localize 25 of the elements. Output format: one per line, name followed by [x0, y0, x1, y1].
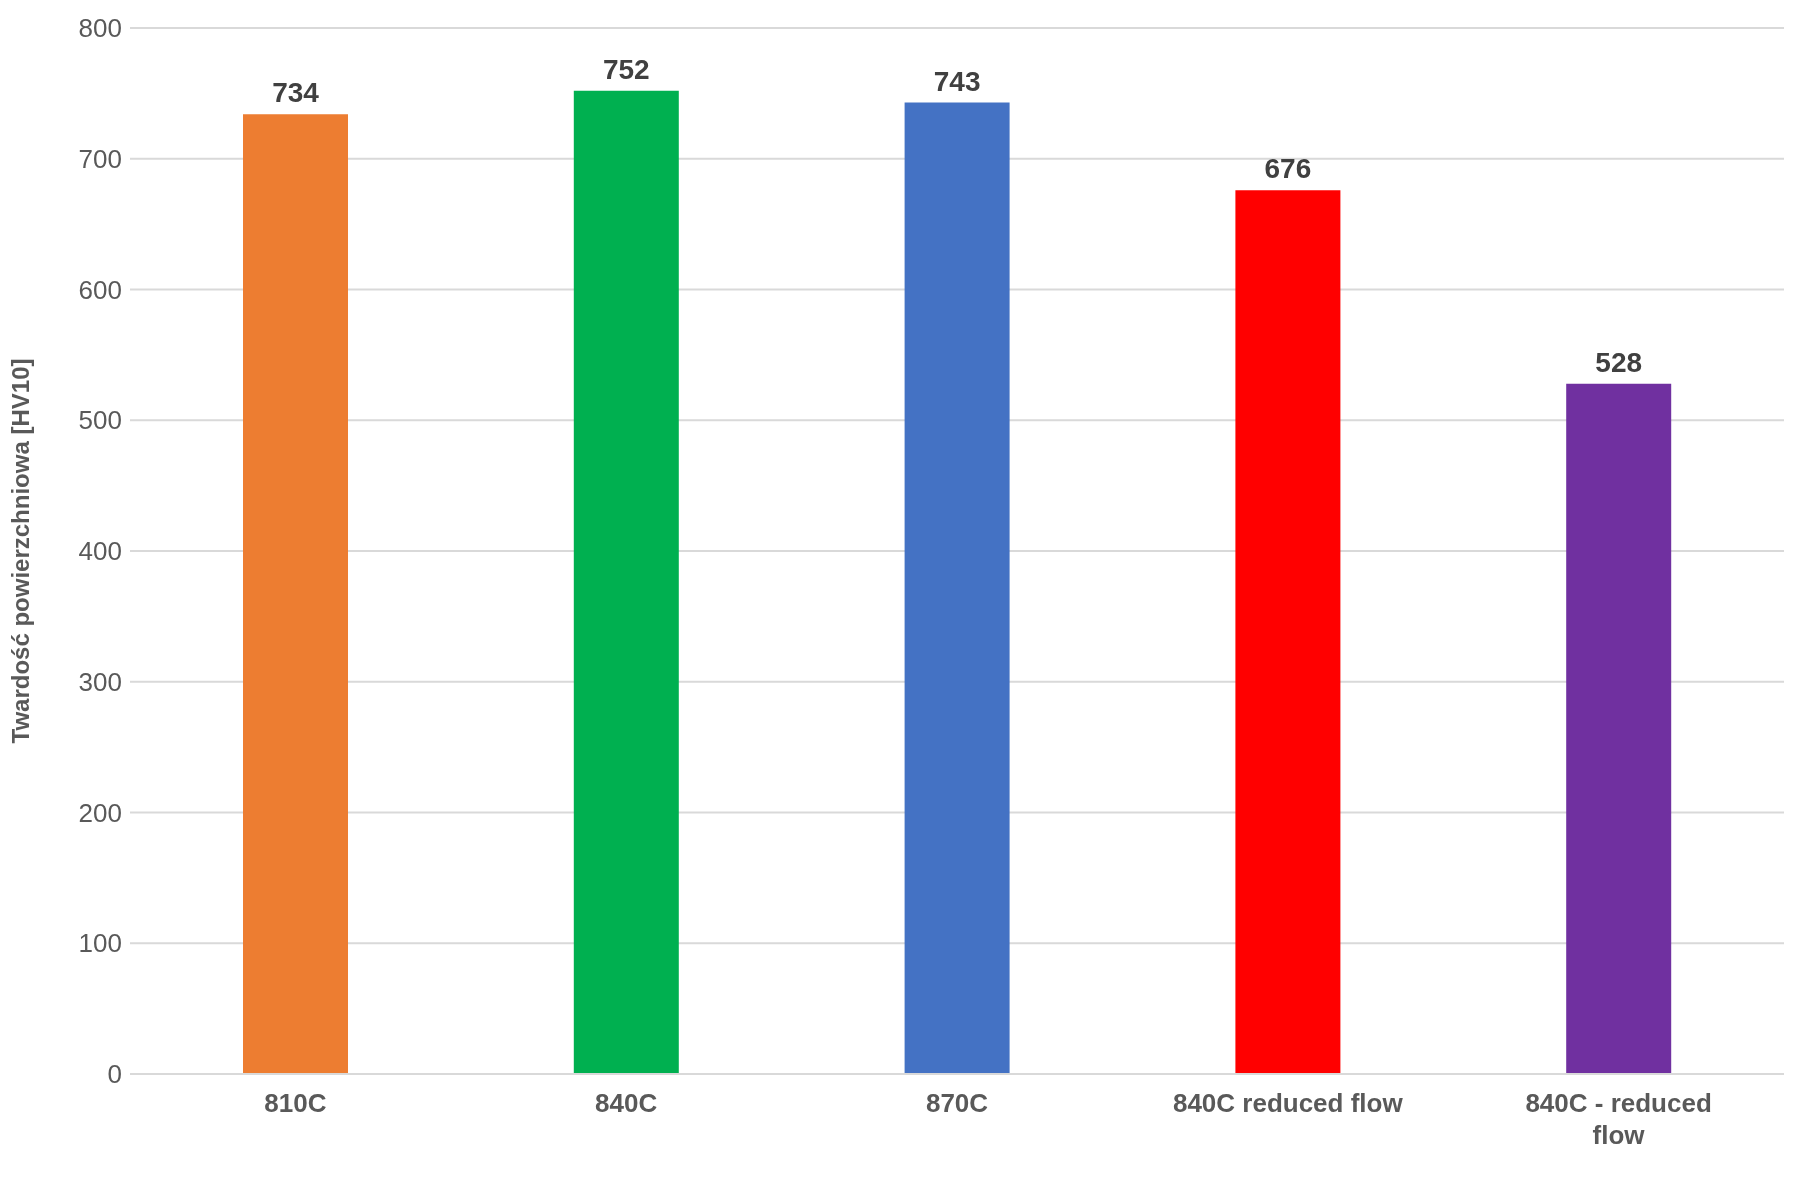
y-tick-label: 700	[78, 143, 122, 174]
y-tick-label: 0	[107, 1059, 122, 1090]
data-label: 734	[272, 77, 320, 109]
data-label: 676	[1264, 153, 1312, 185]
x-tick-label: 840C reduced flow	[1172, 1088, 1404, 1118]
y-tick-label: 600	[78, 274, 122, 305]
x-tick-label: 840C	[595, 1088, 658, 1118]
x-tick-label: 810C	[264, 1088, 327, 1118]
bar	[573, 90, 679, 1074]
bar	[904, 102, 1010, 1074]
x-tick-label: 870C	[925, 1088, 989, 1118]
bar	[243, 114, 348, 1074]
y-tick-label: 500	[78, 405, 122, 436]
y-tick-label: 400	[78, 536, 122, 567]
bar	[1566, 383, 1672, 1074]
data-label: 752	[602, 53, 650, 85]
y-tick-label: 800	[78, 13, 122, 44]
bar	[1235, 190, 1341, 1074]
y-tick-label: 200	[78, 797, 122, 828]
y-tick-label: 100	[78, 928, 122, 959]
data-label: 528	[1595, 346, 1643, 378]
data-label: 743	[933, 65, 981, 97]
x-tick-label: 840C - reduced flow	[1525, 1088, 1712, 1150]
y-axis-title: Twardość powierzchniowa [HV10]	[6, 358, 34, 744]
y-tick-label: 300	[78, 666, 122, 697]
